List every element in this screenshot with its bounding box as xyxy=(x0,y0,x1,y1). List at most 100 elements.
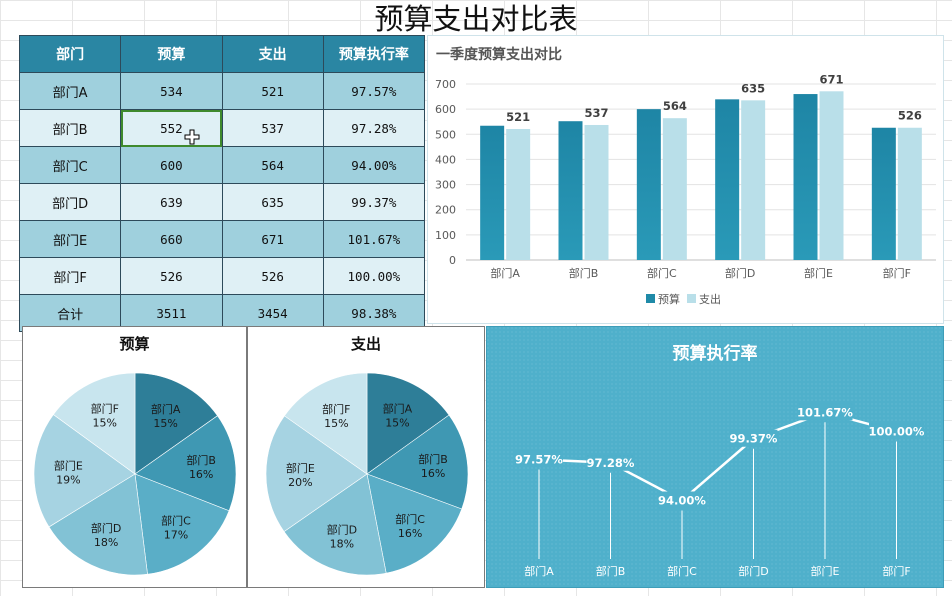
budget-bar[interactable] xyxy=(715,99,740,260)
header-cell[interactable]: 预算执行率 xyxy=(322,35,426,73)
pie-slice[interactable] xyxy=(366,414,469,510)
pie-slice[interactable] xyxy=(366,372,450,475)
spend-data-label: 564 xyxy=(663,99,687,113)
pie-percent-label: 15% xyxy=(153,417,177,430)
dept-cell[interactable]: 部门E xyxy=(18,220,122,258)
rate-chart-panel[interactable]: 预算执行率 97.57% 部门A 97.28% 部门B 94.00% 部门C 99.37% 部… xyxy=(486,326,944,588)
legend-swatch-spend xyxy=(687,294,696,303)
rate-cell[interactable]: 100.00% xyxy=(322,257,426,295)
table-row: 部门C 600 564 94.00% xyxy=(18,146,426,184)
budget-bar[interactable] xyxy=(636,109,661,261)
rate-x-label: 部门F xyxy=(882,564,910,578)
page-title: 预算支出对比表 xyxy=(374,2,578,36)
rate-x-label: 部门B xyxy=(596,564,626,578)
pie-percent-label: 20% xyxy=(288,476,312,489)
rate-cell[interactable]: 101.67% xyxy=(322,220,426,258)
spend-bar[interactable] xyxy=(897,127,922,261)
header-cell[interactable]: 预算 xyxy=(120,35,223,73)
header-cell[interactable]: 支出 xyxy=(221,35,324,73)
dept-cell[interactable]: 部门D xyxy=(18,183,122,221)
table-row: 部门B 552 537 97.28% xyxy=(18,109,426,147)
spend-cell[interactable]: 526 xyxy=(221,257,324,295)
pie-slice[interactable] xyxy=(284,372,368,475)
pie-slice-label: 部门E xyxy=(54,458,83,472)
total-label-cell[interactable]: 合计 xyxy=(18,294,122,332)
rate-cell[interactable]: 99.37% xyxy=(322,183,426,221)
rate-cell[interactable]: 97.57% xyxy=(322,72,426,110)
pie-slice-label: 部门A xyxy=(151,402,181,416)
dept-cell[interactable]: 部门F xyxy=(18,257,122,295)
pie-percent-label: 15% xyxy=(385,417,409,430)
pie-slice[interactable] xyxy=(33,414,136,528)
budget-cell-selected[interactable]: 552 xyxy=(120,109,223,147)
pie-slice[interactable] xyxy=(134,473,230,575)
budget-pie-panel[interactable]: 预算 部门A 15% 部门B 16% 部门C 17% 部门D 18% 部门E 19% 部门F 15% xyxy=(22,326,247,588)
bar-chart-panel[interactable]: 一季度预算支出对比 0 100 200 300 400 500 600 700 521 部门A 53… xyxy=(427,35,944,324)
pie-slice[interactable] xyxy=(366,473,463,574)
budget-cell[interactable]: 526 xyxy=(120,257,223,295)
budget-bar[interactable] xyxy=(871,127,896,261)
pie-slice[interactable] xyxy=(48,473,148,576)
rate-line-chart: 97.57% 部门A 97.28% 部门B 94.00% 部门C 99.37% 部门D 101.… xyxy=(487,327,943,587)
budget-cell[interactable]: 600 xyxy=(120,146,223,184)
spend-cell[interactable]: 564 xyxy=(221,146,324,184)
pie-slice[interactable] xyxy=(283,473,387,576)
rate-cell[interactable]: 94.00% xyxy=(322,146,426,184)
spend-cell[interactable]: 635 xyxy=(221,183,324,221)
budget-cell[interactable]: 534 xyxy=(120,72,223,110)
pie-slice-label: 部门F xyxy=(91,402,119,416)
rate-label-box xyxy=(586,453,635,471)
dept-cell[interactable]: 部门B xyxy=(18,109,122,147)
pie-percent-label: 15% xyxy=(324,417,348,430)
pie-slice[interactable] xyxy=(52,372,136,475)
table-row: 部门F 526 526 100.00% xyxy=(18,257,426,295)
pie-slice[interactable] xyxy=(134,415,237,512)
y-tick-label: 400 xyxy=(435,153,456,166)
x-tick-label: 部门D xyxy=(725,266,755,280)
spend-cell[interactable]: 537 xyxy=(221,109,324,147)
table-row: 部门E 660 671 101.67% xyxy=(18,220,426,258)
rate-cell[interactable]: 97.28% xyxy=(322,109,426,147)
spend-pie-panel[interactable]: 支出 部门A 15% 部门B 16% 部门C 16% 部门D 18% 部门E 20% 部门F 15% xyxy=(247,326,485,588)
budget-bar[interactable] xyxy=(793,94,818,260)
rate-value-label: 101.67% xyxy=(797,405,853,419)
rate-x-label: 部门E xyxy=(811,564,840,578)
spend-bar[interactable] xyxy=(741,100,766,260)
x-tick-label: 部门C xyxy=(647,266,677,280)
y-tick-label: 200 xyxy=(435,204,456,217)
pie-percent-label: 18% xyxy=(330,538,354,551)
spend-bar[interactable] xyxy=(584,124,609,261)
y-tick-label: 0 xyxy=(449,254,456,267)
rate-label-box xyxy=(869,422,924,440)
table-row: 部门D 639 635 99.37% xyxy=(18,183,426,221)
pie-slice[interactable] xyxy=(265,415,368,533)
budget-bar[interactable] xyxy=(480,125,505,260)
legend-swatch-budget xyxy=(646,294,655,303)
spend-cell[interactable]: 521 xyxy=(221,72,324,110)
cross-cursor-icon xyxy=(184,129,200,145)
budget-cell[interactable]: 660 xyxy=(120,220,223,258)
table-header-row: 部门 预算 支出 预算执行率 xyxy=(18,35,426,73)
pie-slice-label: 部门B xyxy=(418,452,448,466)
x-tick-label: 部门F xyxy=(883,266,911,280)
budget-table: 部门 预算 支出 预算执行率 部门A 534 521 97.57% 部门B 55… xyxy=(18,35,426,332)
spend-bar[interactable] xyxy=(819,91,844,260)
budget-bar[interactable] xyxy=(558,121,583,260)
dept-cell[interactable]: 部门A xyxy=(18,72,122,110)
header-cell[interactable]: 部门 xyxy=(18,35,122,73)
x-tick-label: 部门B xyxy=(569,266,599,280)
spend-data-label: 521 xyxy=(506,110,530,124)
spend-bar[interactable] xyxy=(506,129,531,260)
dept-cell[interactable]: 部门C xyxy=(18,146,122,184)
y-tick-label: 500 xyxy=(435,128,456,141)
spend-bar[interactable] xyxy=(662,118,687,261)
spend-cell[interactable]: 671 xyxy=(221,220,324,258)
total-budget-cell[interactable]: 3511 xyxy=(120,294,223,332)
legend-label-budget: 预算 xyxy=(658,292,680,306)
pie-slice[interactable] xyxy=(134,372,218,475)
rate-value-label: 94.00% xyxy=(658,494,706,508)
budget-cell[interactable]: 639 xyxy=(120,183,223,221)
rate-chart-title: 预算执行率 xyxy=(672,344,758,364)
total-rate-cell[interactable]: 98.38% xyxy=(322,294,426,332)
